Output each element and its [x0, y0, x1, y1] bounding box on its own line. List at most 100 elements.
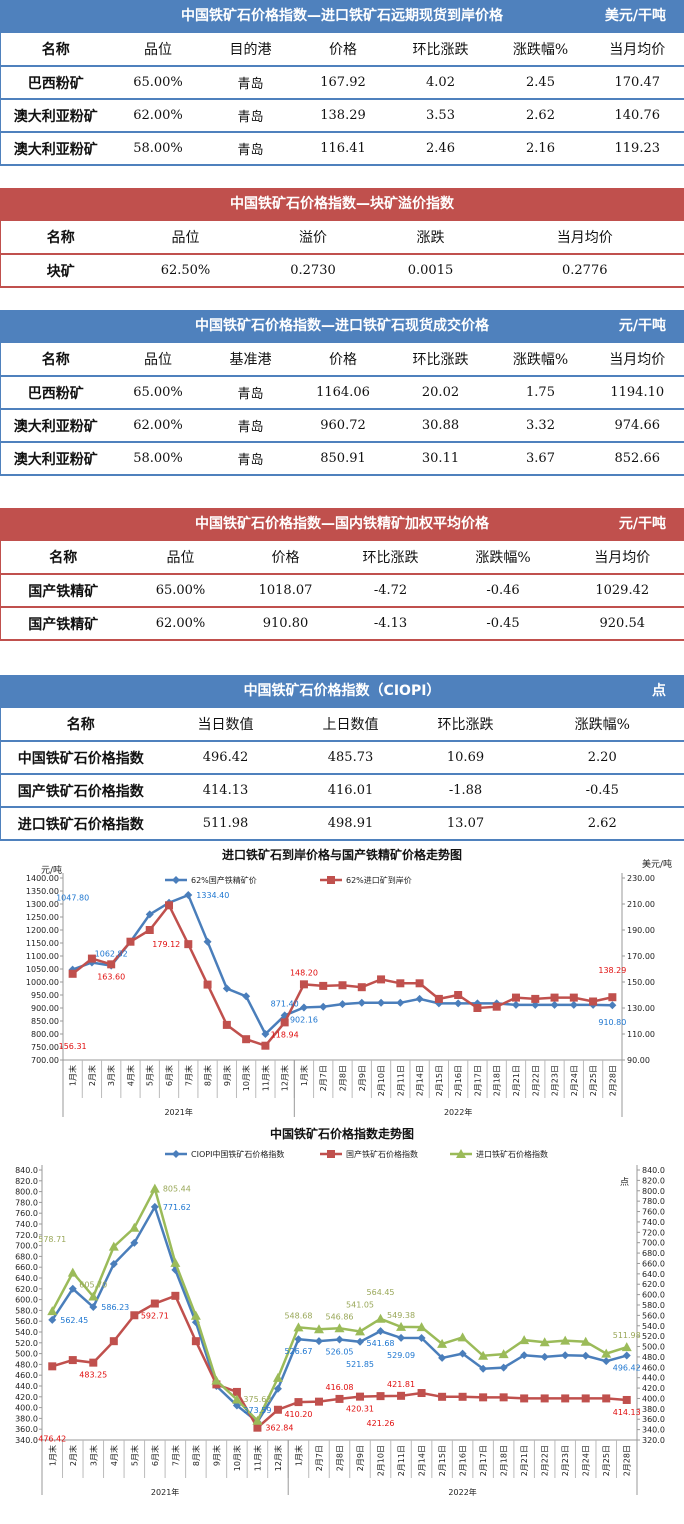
- data-label: 526.05: [326, 1348, 354, 1357]
- data-label: 483.25: [79, 1371, 107, 1380]
- x-tick-label: 4月末: [125, 1065, 135, 1086]
- y2-tick-label: 800.0: [642, 1187, 665, 1196]
- y-tick-label: 750.00: [31, 1043, 59, 1052]
- y-tick-label: 1350.00: [26, 887, 59, 896]
- data-point: [222, 1020, 231, 1029]
- column-header: 涨跌: [416, 230, 445, 246]
- y2-tick-label: 540.0: [642, 1322, 665, 1331]
- data-label: 163.60: [97, 972, 125, 981]
- x-tick-label: 2月10日: [377, 1065, 386, 1096]
- x-tick-label: 5月末: [129, 1445, 139, 1466]
- data-point: [540, 1352, 549, 1361]
- y-tick-label: 440.0: [15, 1382, 38, 1391]
- data-point: [454, 991, 463, 999]
- x-tick-label: 1月末: [293, 1445, 303, 1466]
- data-point: [621, 1342, 632, 1352]
- table-row: 巴西粉矿 65.00% 青岛 167.92 4.02 2.45 170.47: [0, 66, 684, 99]
- table-cell: 170.47: [614, 75, 661, 90]
- y-tick-label: 380.0: [15, 1414, 38, 1423]
- y2-tick-label: 820.0: [642, 1176, 665, 1185]
- table-cell: 澳大利亚粉矿: [13, 141, 98, 158]
- column-header: 环比涨跌: [412, 352, 469, 368]
- table-cell: 3.53: [426, 108, 455, 123]
- table-cell: 414.13: [202, 783, 249, 798]
- legend-label: 62%国产铁精矿价: [191, 875, 257, 885]
- data-point: [376, 1392, 385, 1401]
- table-ciopi: 中国铁矿石价格指数（CIOPI） 点名称 当日数值 上日数值 环比涨跌 涨跌幅% 中国铁矿石…: [0, 675, 684, 841]
- data-point: [232, 1401, 241, 1410]
- table-cell: 青岛: [237, 453, 264, 468]
- data-point: [434, 994, 443, 1003]
- y-tick-label: 1400.00: [26, 874, 59, 883]
- y2-tick-label: 190.00: [627, 926, 655, 935]
- data-point: [273, 1405, 282, 1414]
- column-header: 上日数值: [322, 717, 379, 733]
- data-point: [222, 984, 231, 993]
- column-header-row: 名称 品位 基准港 价格 环比涨跌 涨跌幅% 当月均价: [0, 343, 684, 376]
- table-cell: 1029.42: [595, 583, 650, 598]
- data-point: [47, 1306, 58, 1316]
- data-point: [511, 993, 520, 1002]
- y-tick-label: 360.0: [15, 1425, 38, 1434]
- data-point: [479, 1364, 488, 1373]
- table-cell: 巴西粉矿: [27, 75, 84, 92]
- data-point: [184, 891, 193, 900]
- legend-label: 进口铁矿石价格指数: [476, 1149, 548, 1159]
- y2-tick-label: 760.0: [642, 1208, 665, 1217]
- data-label: 592.71: [141, 1312, 169, 1321]
- data-point: [415, 994, 424, 1003]
- table-cell: -1.88: [448, 783, 483, 798]
- x-tick-label: 2月16日: [459, 1445, 468, 1476]
- table-unit: 元/干吨: [618, 516, 666, 532]
- column-header: 价格: [329, 352, 357, 368]
- data-label: 179.12: [152, 940, 180, 949]
- data-label: 362.84: [265, 1424, 293, 1433]
- legend-marker: [327, 876, 335, 884]
- table-import-spot: 中国铁矿石价格指数—进口铁矿石现货成交价格 元/干吨 名称 品位 基准港 价格 环比涨跌 涨跌…: [0, 310, 684, 476]
- data-point: [184, 940, 193, 949]
- y2-tick-label: 720.0: [642, 1228, 665, 1237]
- data-point: [145, 910, 154, 919]
- y-tick-label: 760.0: [15, 1209, 38, 1218]
- data-point: [261, 1030, 270, 1038]
- data-point: [89, 1303, 98, 1312]
- x-tick-label: 3月末: [88, 1445, 98, 1466]
- y-tick-label: 700.0: [15, 1242, 38, 1251]
- data-label: 421.81: [387, 1380, 415, 1389]
- table-cell: 119.23: [614, 141, 661, 156]
- column-header: 涨跌幅%: [475, 550, 531, 566]
- data-point: [602, 1394, 611, 1403]
- y-tick-label: 600.0: [15, 1296, 38, 1305]
- x-tick-label: 1月末: [299, 1065, 309, 1086]
- y-tick-label: 1000.00: [26, 978, 59, 987]
- x-tick-label: 2月23日: [561, 1445, 570, 1476]
- legend-label: 国产铁矿石价格指数: [346, 1149, 418, 1159]
- column-header-row: 名称 品位 溢价 涨跌 当月均价: [0, 221, 684, 254]
- data-point: [561, 1351, 570, 1360]
- x-tick-label: 9月末: [222, 1065, 232, 1086]
- ciopi-trend-chart: 中国铁矿石价格指数走势图点340.0360.0380.0400.0420.044…: [15, 1126, 665, 1497]
- y2-tick-label: 400.0: [642, 1394, 665, 1403]
- table-row: 国产铁精矿 65.00% 1018.07 -4.72 -0.46 1029.42: [0, 574, 684, 607]
- x-tick-label: 2月9日: [356, 1445, 365, 1471]
- y2-tick-label: 480.0: [642, 1353, 665, 1362]
- y-tick-label: 680.0: [15, 1252, 38, 1261]
- data-point: [540, 1394, 549, 1403]
- x-tick-label: 2月15日: [435, 1065, 444, 1096]
- data-point: [335, 1394, 344, 1403]
- data-point: [232, 1387, 241, 1396]
- x-tick-label: 11月末: [252, 1445, 262, 1471]
- column-header: 名称: [41, 352, 70, 368]
- data-point: [253, 1423, 262, 1432]
- data-label: 805.44: [163, 1185, 191, 1194]
- data-point: [145, 926, 154, 934]
- data-point: [581, 1351, 590, 1360]
- x-tick-label: 9月末: [211, 1445, 221, 1466]
- table-cell: 116.41: [320, 141, 366, 156]
- x-tick-label: 2月18日: [493, 1065, 502, 1096]
- data-point: [48, 1315, 57, 1324]
- chart-title: 进口铁矿石到岸价格与国产铁精矿价格走势图: [222, 847, 462, 862]
- data-point: [589, 997, 598, 1006]
- data-label: 526.67: [284, 1347, 312, 1356]
- data-point: [149, 1183, 160, 1193]
